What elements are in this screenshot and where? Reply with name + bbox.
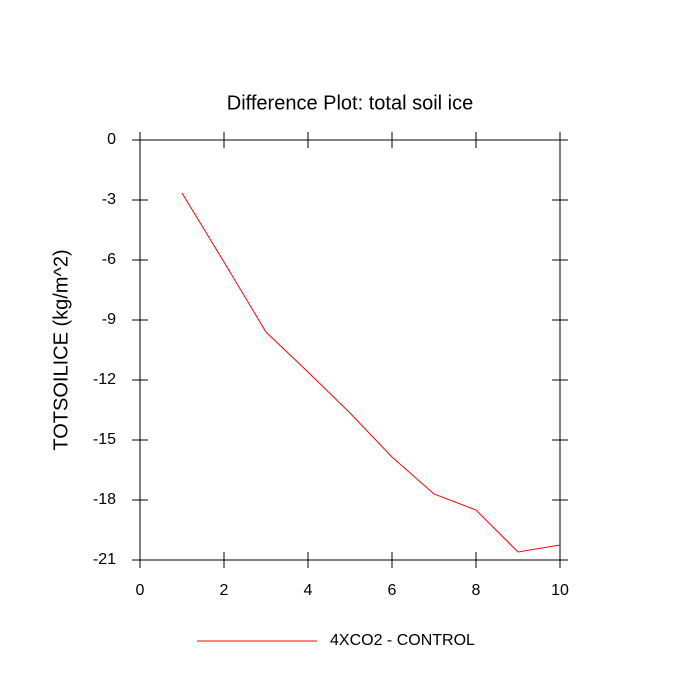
y-tick-label: -12 bbox=[93, 371, 116, 388]
legend-label: 4XCO2 - CONTROL bbox=[330, 632, 475, 649]
y-tick-label: -21 bbox=[93, 551, 116, 568]
x-tick-label: 4 bbox=[304, 582, 313, 599]
y-tick-label: -18 bbox=[93, 491, 116, 508]
x-tick-label: 8 bbox=[472, 582, 481, 599]
y-tick-label: -6 bbox=[102, 251, 116, 268]
y-tick-label: -3 bbox=[102, 191, 116, 208]
x-tick-label: 0 bbox=[136, 582, 145, 599]
chart-title: Difference Plot: total soil ice bbox=[227, 92, 473, 114]
data-line bbox=[181, 192, 561, 553]
x-tick-label: 2 bbox=[220, 582, 229, 599]
y-tick-label: -9 bbox=[102, 311, 116, 328]
x-tick-label: 10 bbox=[551, 582, 569, 599]
x-tick-label: 6 bbox=[388, 582, 397, 599]
y-tick-label: -15 bbox=[93, 431, 116, 448]
plot-frame bbox=[139, 139, 561, 561]
y-tick-label: 0 bbox=[107, 131, 116, 148]
y-axis-label: TOTSOILICE (kg/m^2) bbox=[50, 249, 72, 450]
